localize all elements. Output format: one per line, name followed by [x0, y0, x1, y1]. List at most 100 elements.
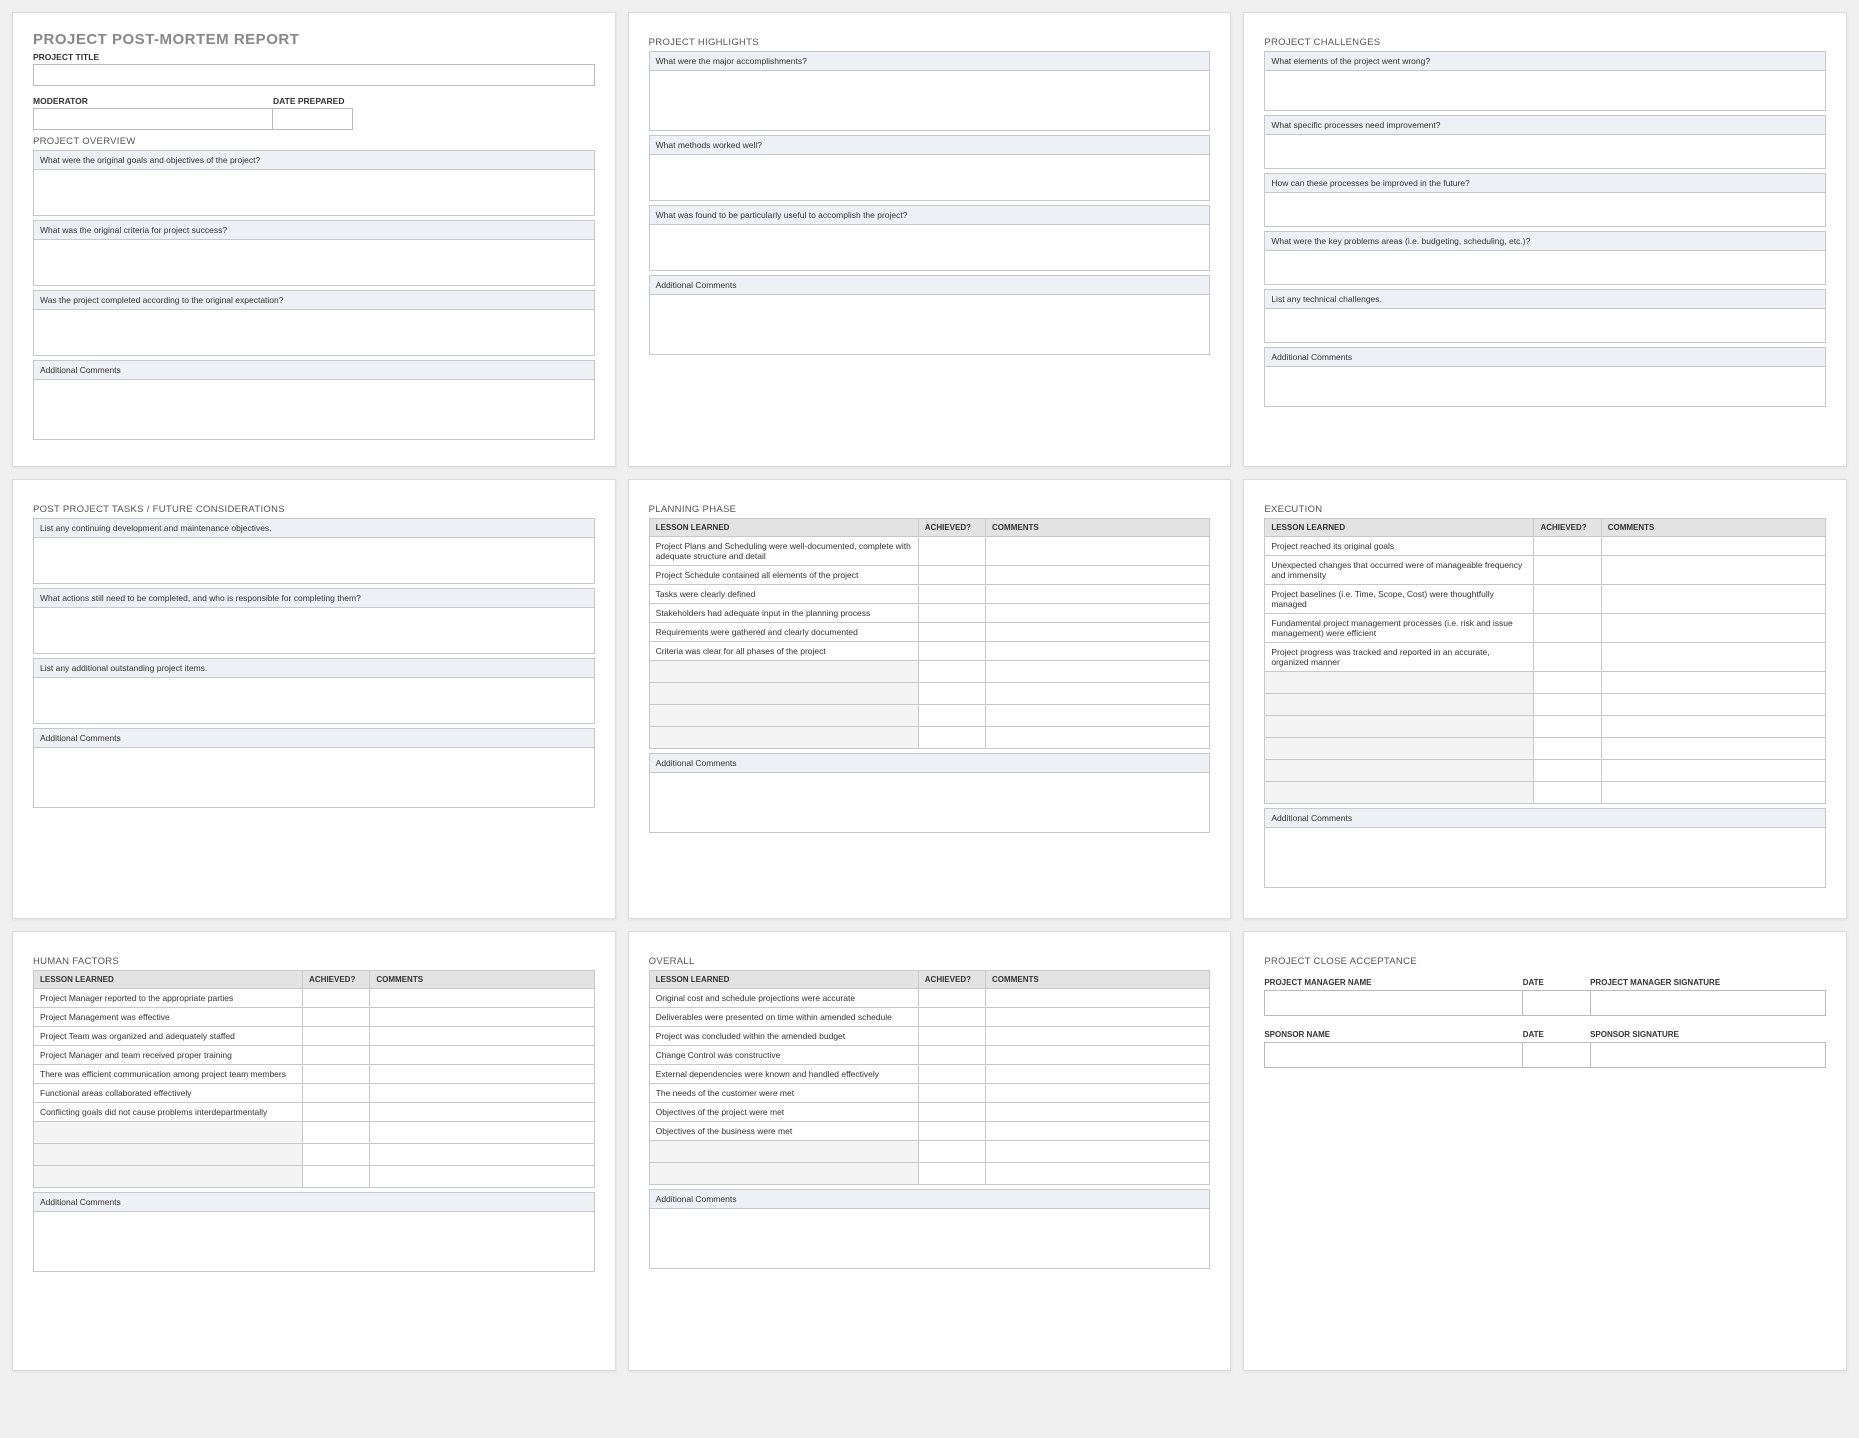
highlights-q3: What was found to be particularly useful…	[649, 205, 1211, 225]
postproj-q3-body[interactable]	[33, 678, 595, 724]
challenges-additional: Additional Comments	[1264, 347, 1826, 367]
overview-q3-body[interactable]	[33, 310, 595, 356]
table-row: Project progress was tracked and reporte…	[1265, 643, 1826, 672]
moderator-label: MODERATOR	[33, 96, 273, 106]
highlights-q2-body[interactable]	[649, 155, 1211, 201]
table-row: Deliverables were presented on time with…	[649, 1008, 1210, 1027]
planning-heading: PLANNING PHASE	[649, 504, 1211, 515]
overview-q1: What were the original goals and objecti…	[33, 150, 595, 170]
table-row: Project Manager and team received proper…	[34, 1046, 595, 1065]
date-prepared-input[interactable]	[273, 108, 353, 130]
challenges-additional-body[interactable]	[1264, 367, 1826, 407]
th-lesson: LESSON LEARNED	[1265, 519, 1534, 537]
table-row: Tasks were clearly defined	[649, 585, 1210, 604]
table-row: Project baselines (i.e. Time, Scope, Cos…	[1265, 585, 1826, 614]
table-row: The needs of the customer were met	[649, 1084, 1210, 1103]
sponsor-date-input[interactable]	[1523, 1042, 1590, 1068]
th-lesson: LESSON LEARNED	[649, 519, 918, 537]
execution-table: LESSON LEARNED ACHIEVED? COMMENTS Projec…	[1264, 518, 1826, 804]
table-row: Criteria was clear for all phases of the…	[649, 642, 1210, 661]
postproj-additional: Additional Comments	[33, 728, 595, 748]
highlights-q1: What were the major accomplishments?	[649, 51, 1211, 71]
highlights-q1-body[interactable]	[649, 71, 1211, 131]
overview-q3: Was the project completed according to t…	[33, 290, 595, 310]
close-heading: PROJECT CLOSE ACCEPTANCE	[1264, 956, 1826, 967]
th-achieved: ACHIEVED?	[303, 971, 370, 989]
pm-date-label: DATE	[1523, 978, 1590, 990]
pm-date-input[interactable]	[1523, 990, 1590, 1016]
challenges-q1-body[interactable]	[1264, 71, 1826, 111]
postproj-q1-body[interactable]	[33, 538, 595, 584]
table-row: Original cost and schedule projections w…	[649, 989, 1210, 1008]
table-row: Requirements were gathered and clearly d…	[649, 623, 1210, 642]
table-row-blank	[34, 1122, 595, 1144]
postproj-additional-body[interactable]	[33, 748, 595, 808]
panel-challenges: PROJECT CHALLENGES What elements of the …	[1243, 12, 1847, 467]
table-row: Project Manager reported to the appropri…	[34, 989, 595, 1008]
human-table: LESSON LEARNED ACHIEVED? COMMENTS Projec…	[33, 970, 595, 1188]
execution-additional-body[interactable]	[1264, 828, 1826, 888]
overall-additional-body[interactable]	[649, 1209, 1211, 1269]
postproj-q2: What actions still need to be completed,…	[33, 588, 595, 608]
panel-highlights: PROJECT HIGHLIGHTS What were the major a…	[628, 12, 1232, 467]
sponsor-signature-row: SPONSOR NAME DATE SPONSOR SIGNATURE	[1264, 1030, 1826, 1068]
human-additional-body[interactable]	[33, 1212, 595, 1272]
table-row: Objectives of the project were met	[649, 1103, 1210, 1122]
challenges-q2-body[interactable]	[1264, 135, 1826, 169]
challenges-q5: List any technical challenges.	[1264, 289, 1826, 309]
table-row: There was efficient communication among …	[34, 1065, 595, 1084]
table-row-blank	[34, 1144, 595, 1166]
execution-additional: Additional Comments	[1264, 808, 1826, 828]
th-achieved: ACHIEVED?	[918, 519, 985, 537]
highlights-heading: PROJECT HIGHLIGHTS	[649, 37, 1211, 48]
postproj-q3: List any additional outstanding project …	[33, 658, 595, 678]
planning-additional-body[interactable]	[649, 773, 1211, 833]
challenges-q4: What were the key problems areas (i.e. b…	[1264, 231, 1826, 251]
th-lesson: LESSON LEARNED	[649, 971, 918, 989]
table-row: Unexpected changes that occurred were of…	[1265, 556, 1826, 585]
panel-post-mortem-report: PROJECT POST-MORTEM REPORT PROJECT TITLE…	[12, 12, 616, 467]
overview-additional-body[interactable]	[33, 380, 595, 440]
overview-q1-body[interactable]	[33, 170, 595, 216]
challenges-q5-body[interactable]	[1264, 309, 1826, 343]
main-title: PROJECT POST-MORTEM REPORT	[33, 31, 595, 48]
th-achieved: ACHIEVED?	[1534, 519, 1601, 537]
th-comments: COMMENTS	[370, 971, 594, 989]
table-row-blank	[1265, 672, 1826, 694]
table-row-blank	[649, 683, 1210, 705]
table-row: Fundamental project management processes…	[1265, 614, 1826, 643]
pm-sig-input[interactable]	[1590, 990, 1826, 1016]
challenges-q4-body[interactable]	[1264, 251, 1826, 285]
project-title-label: PROJECT TITLE	[33, 52, 595, 62]
table-row: Objectives of the business were met	[649, 1122, 1210, 1141]
moderator-input[interactable]	[33, 108, 273, 130]
execution-heading: EXECUTION	[1264, 504, 1826, 515]
highlights-q3-body[interactable]	[649, 225, 1211, 271]
table-row-blank	[1265, 738, 1826, 760]
panel-post-project-tasks: POST PROJECT TASKS / FUTURE CONSIDERATIO…	[12, 479, 616, 919]
challenges-q3: How can these processes be improved in t…	[1264, 173, 1826, 193]
pm-name-input[interactable]	[1264, 990, 1522, 1016]
planning-table: LESSON LEARNED ACHIEVED? COMMENTS Projec…	[649, 518, 1211, 749]
table-row: Stakeholders had adequate input in the p…	[649, 604, 1210, 623]
table-row: Project Schedule contained all elements …	[649, 566, 1210, 585]
postproj-q2-body[interactable]	[33, 608, 595, 654]
sponsor-sig-input[interactable]	[1590, 1042, 1826, 1068]
table-row: Conflicting goals did not cause problems…	[34, 1103, 595, 1122]
challenges-q3-body[interactable]	[1264, 193, 1826, 227]
table-row-blank	[649, 661, 1210, 683]
overview-q2-body[interactable]	[33, 240, 595, 286]
table-row-blank	[649, 1141, 1210, 1163]
th-lesson: LESSON LEARNED	[34, 971, 303, 989]
highlights-additional: Additional Comments	[649, 275, 1211, 295]
table-row-blank	[1265, 694, 1826, 716]
pm-name-label: PROJECT MANAGER NAME	[1264, 978, 1522, 990]
sponsor-name-input[interactable]	[1264, 1042, 1522, 1068]
project-title-input[interactable]	[33, 64, 595, 86]
highlights-additional-body[interactable]	[649, 295, 1211, 355]
table-row-blank	[34, 1166, 595, 1188]
project-overview-heading: PROJECT OVERVIEW	[33, 136, 595, 147]
table-row-blank	[649, 705, 1210, 727]
sponsor-name-label: SPONSOR NAME	[1264, 1030, 1522, 1042]
table-row: Project Management was effective	[34, 1008, 595, 1027]
